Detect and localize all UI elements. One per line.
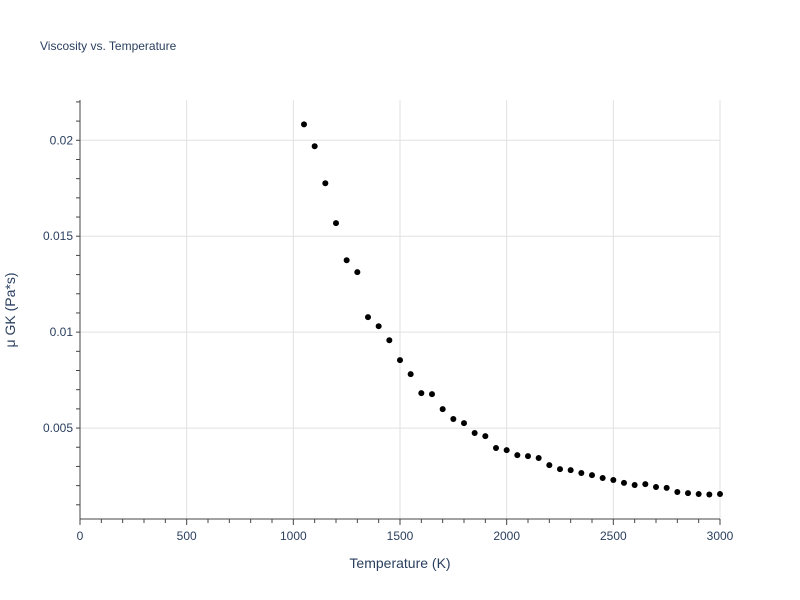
data-point [397,357,403,364]
data-point [407,371,414,378]
data-point [301,121,307,128]
axes: 0 500 1000 1500 2000 2500 3000 0.005 0.01 0.015 0.… [43,100,734,543]
data-point [514,452,521,459]
x-tick-label: 2000 [493,529,520,543]
data-point [375,323,382,330]
y-tick-label: 0.015 [43,229,73,243]
data-point [493,445,499,452]
data-point [311,143,318,150]
data-point [621,479,627,486]
y-tick-label: 0.01 [50,325,74,339]
data-point [471,430,478,437]
y-axis-title: μ GK (Pa*s) [2,273,18,348]
data-point [429,391,435,398]
data-point [354,269,361,276]
data-point [663,484,670,491]
x-tick-label: 3000 [707,529,734,543]
x-tick-label: 2500 [600,529,627,543]
x-axis-title: Temperature (K) [349,555,450,571]
data-point [386,337,393,344]
data-point [482,433,489,440]
data-point [546,462,553,469]
data-point [365,314,371,321]
data-point [599,474,606,481]
data-point [439,406,446,413]
data-point [589,472,595,479]
data-point [610,477,617,484]
data-point [535,454,542,461]
chart-title: Viscosity vs. Temperature [40,39,177,53]
data-point [322,180,329,187]
x-tick-label: 0 [77,529,84,543]
data-point [333,220,339,227]
data-point [706,491,713,498]
grid [80,100,721,519]
y-tick-label: 0.02 [50,133,74,147]
data-point [631,482,638,489]
data-point [450,416,457,423]
data-point [567,467,574,474]
data-point [557,466,563,473]
data-point [418,390,425,397]
x-tick-label: 500 [177,529,197,543]
x-tick-label: 1000 [280,529,307,543]
data-point [642,481,649,488]
data-point [578,469,585,476]
data-points [301,121,723,498]
data-point [653,483,659,490]
y-tick-label: 0.005 [43,421,73,435]
data-point [525,453,531,460]
x-tick-label: 1500 [387,529,414,543]
data-point [674,488,681,495]
data-point [503,447,510,454]
data-point [695,491,702,498]
data-point [685,490,691,497]
data-point [343,257,350,264]
data-point [717,491,723,498]
data-point [461,420,467,427]
